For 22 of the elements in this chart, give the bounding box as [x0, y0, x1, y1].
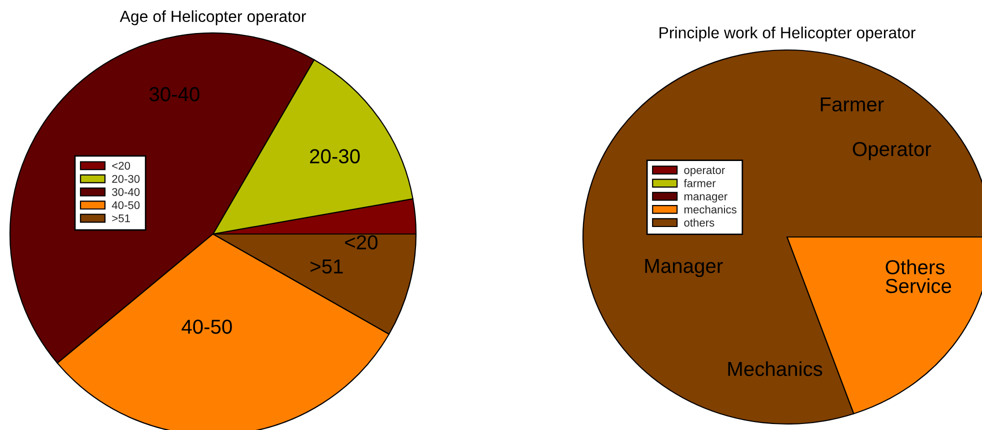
legend-label: farmer — [684, 179, 716, 188]
legend-label: 30-40 — [112, 188, 140, 196]
legend-label: 40-50 — [112, 201, 140, 210]
legend-label: manager — [684, 194, 728, 203]
slice-label: 40-50 — [182, 320, 232, 334]
legend-label: mechanics — [684, 205, 736, 214]
text: Manager — [645, 259, 723, 278]
legend-label: others — [684, 218, 714, 227]
slice-label: <20 — [345, 235, 378, 250]
text: Farmer — [820, 97, 884, 112]
legend-label: >51 — [112, 214, 130, 222]
legend-label: operator — [684, 166, 725, 176]
legend-label: 20-30 — [112, 174, 140, 183]
slice-label: 20-30 — [310, 149, 360, 164]
text: Operator — [852, 142, 932, 160]
legend-label: <20 — [112, 162, 130, 170]
chart-title: Principle work of Helicopter operator — [660, 26, 916, 42]
chart-title: Age of Helicopter operator — [120, 10, 306, 26]
text: Mechanics — [728, 361, 822, 376]
slice-label: >51 — [310, 260, 343, 274]
text: Others Service — [886, 260, 952, 294]
slice-label: 30-40 — [149, 87, 200, 102]
